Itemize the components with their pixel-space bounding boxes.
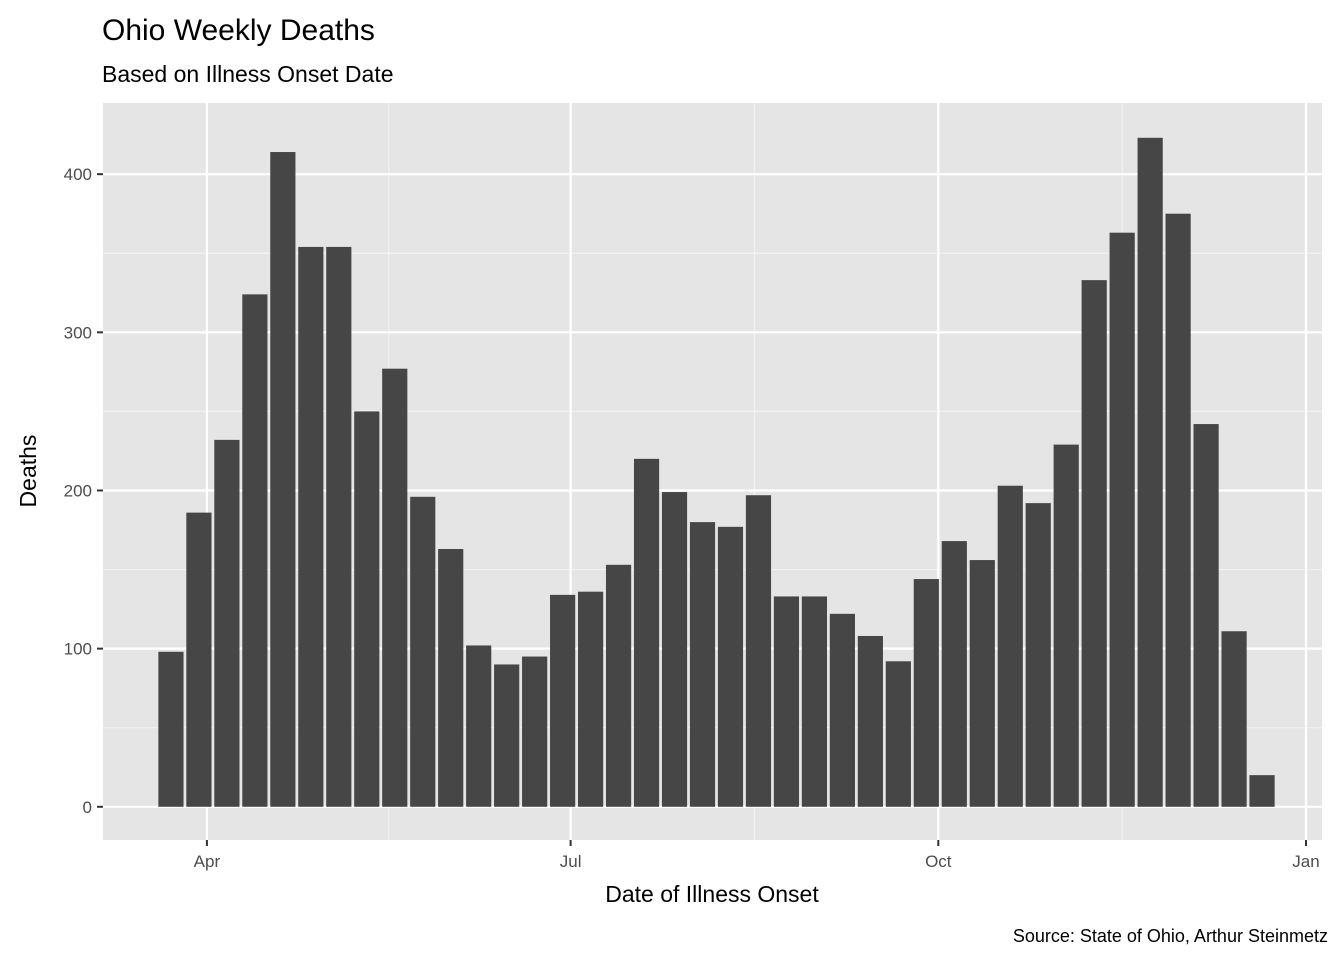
bar bbox=[745, 495, 772, 807]
bar bbox=[214, 439, 240, 807]
x-tick-label: Oct bbox=[925, 852, 952, 871]
bar bbox=[1081, 280, 1107, 807]
bar bbox=[186, 512, 212, 807]
bar bbox=[326, 246, 352, 807]
y-axis-label: Deaths bbox=[15, 435, 41, 508]
bar bbox=[801, 596, 828, 807]
x-tick-label: Jul bbox=[560, 852, 582, 871]
bar bbox=[1221, 631, 1247, 807]
axes: 0 100 200 300 400 Apr Jul Oct Jan bbox=[64, 165, 1320, 871]
bar bbox=[578, 591, 604, 807]
bar bbox=[298, 246, 324, 807]
chart-title: Ohio Weekly Deaths bbox=[102, 14, 375, 47]
bar bbox=[773, 596, 800, 807]
bar bbox=[717, 526, 744, 807]
bar bbox=[1137, 137, 1163, 807]
bar bbox=[913, 579, 939, 807]
caption: Source: State of Ohio, Arthur Steinmetz bbox=[1013, 926, 1328, 946]
bar bbox=[242, 294, 268, 807]
bar bbox=[550, 594, 576, 807]
bar bbox=[997, 485, 1023, 807]
x-tick-label: Apr bbox=[194, 852, 221, 871]
bar bbox=[857, 635, 883, 807]
y-tick-label: 300 bbox=[64, 323, 92, 342]
bar bbox=[158, 651, 184, 807]
bar bbox=[689, 522, 716, 807]
bar bbox=[1249, 775, 1275, 807]
x-tick-label: Jan bbox=[1292, 852, 1319, 871]
x-axis-label: Date of Illness Onset bbox=[605, 881, 819, 907]
bar bbox=[1025, 503, 1051, 807]
y-tick-label: 400 bbox=[64, 165, 92, 184]
bar bbox=[633, 458, 660, 807]
bar bbox=[354, 411, 380, 807]
chart-subtitle: Based on Illness Onset Date bbox=[102, 61, 394, 87]
bar bbox=[969, 560, 995, 807]
bar bbox=[1053, 444, 1079, 807]
y-tick-label: 0 bbox=[83, 798, 92, 817]
bar bbox=[885, 661, 911, 807]
bar bbox=[1193, 424, 1219, 807]
y-tick-label: 200 bbox=[64, 481, 92, 500]
y-tick-label: 100 bbox=[64, 640, 92, 659]
bar bbox=[829, 613, 855, 807]
bar bbox=[1165, 213, 1191, 807]
bar bbox=[382, 368, 408, 807]
bar bbox=[494, 664, 520, 807]
bar bbox=[605, 564, 632, 807]
bar bbox=[466, 645, 492, 807]
bars bbox=[158, 137, 1275, 807]
bar bbox=[522, 656, 548, 807]
bar bbox=[661, 492, 688, 807]
bar bbox=[941, 541, 967, 807]
bar bbox=[270, 152, 296, 807]
bar bbox=[438, 548, 464, 807]
bar bbox=[410, 496, 436, 807]
bar bbox=[1109, 232, 1135, 807]
